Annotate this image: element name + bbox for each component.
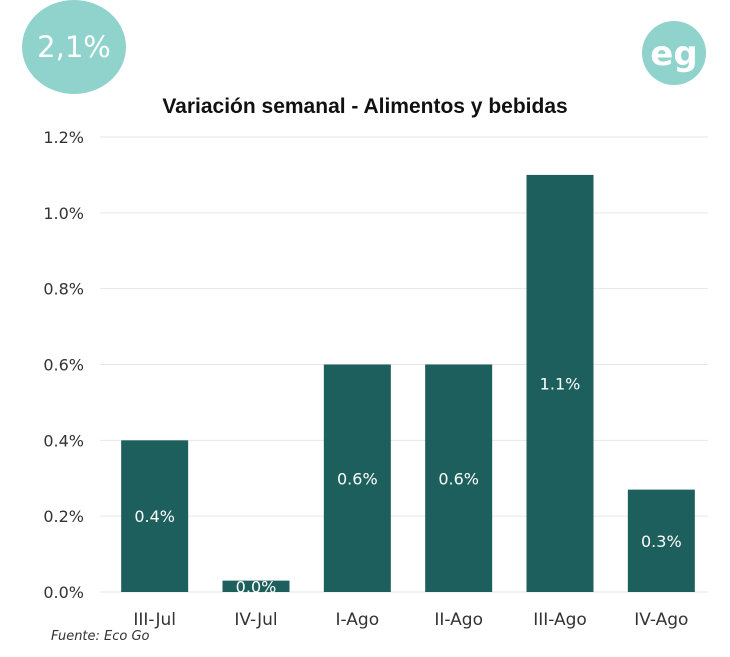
- bar: [323, 364, 391, 592]
- logo-text: eg: [650, 34, 697, 74]
- logo-mark: eg: [650, 34, 697, 74]
- y-tick-label: 0.2%: [43, 507, 84, 526]
- bar: [526, 174, 594, 592]
- data-label: 1.1%: [540, 374, 581, 393]
- y-tick-label: 1.0%: [43, 204, 84, 223]
- y-tick-label: 0.8%: [43, 280, 84, 299]
- x-tick-label: III-Ago: [533, 610, 587, 630]
- x-tick-label: III-Jul: [133, 610, 176, 630]
- x-tick-label: I-Ago: [336, 610, 380, 630]
- bar: [425, 364, 493, 592]
- headline-value-badge: 2,1%: [22, 0, 126, 94]
- y-tick-label: 0.6%: [43, 356, 84, 375]
- data-label: 0.3%: [641, 532, 682, 551]
- source-note: Fuente: Eco Go: [51, 629, 150, 644]
- x-tick-label: IV-Ago: [634, 610, 688, 630]
- data-label: 0.0%: [236, 577, 277, 596]
- bar: [121, 440, 189, 592]
- chart-title: Variación semanal - Alimentos y bebidas: [162, 95, 568, 118]
- data-label: 0.4%: [134, 507, 175, 526]
- bar: [222, 580, 290, 592]
- x-tick-label: IV-Jul: [234, 610, 277, 630]
- bar: [627, 489, 695, 592]
- x-tick-label: II-Ago: [434, 610, 483, 630]
- headline-value: 2,1%: [37, 30, 111, 64]
- y-tick-label: 0.0%: [43, 583, 84, 602]
- data-label: 0.6%: [438, 469, 479, 488]
- data-label: 0.6%: [337, 469, 378, 488]
- eco-go-logo-icon: eg: [642, 21, 706, 85]
- y-tick-label: 1.2%: [43, 128, 84, 147]
- y-tick-label: 0.4%: [43, 431, 84, 450]
